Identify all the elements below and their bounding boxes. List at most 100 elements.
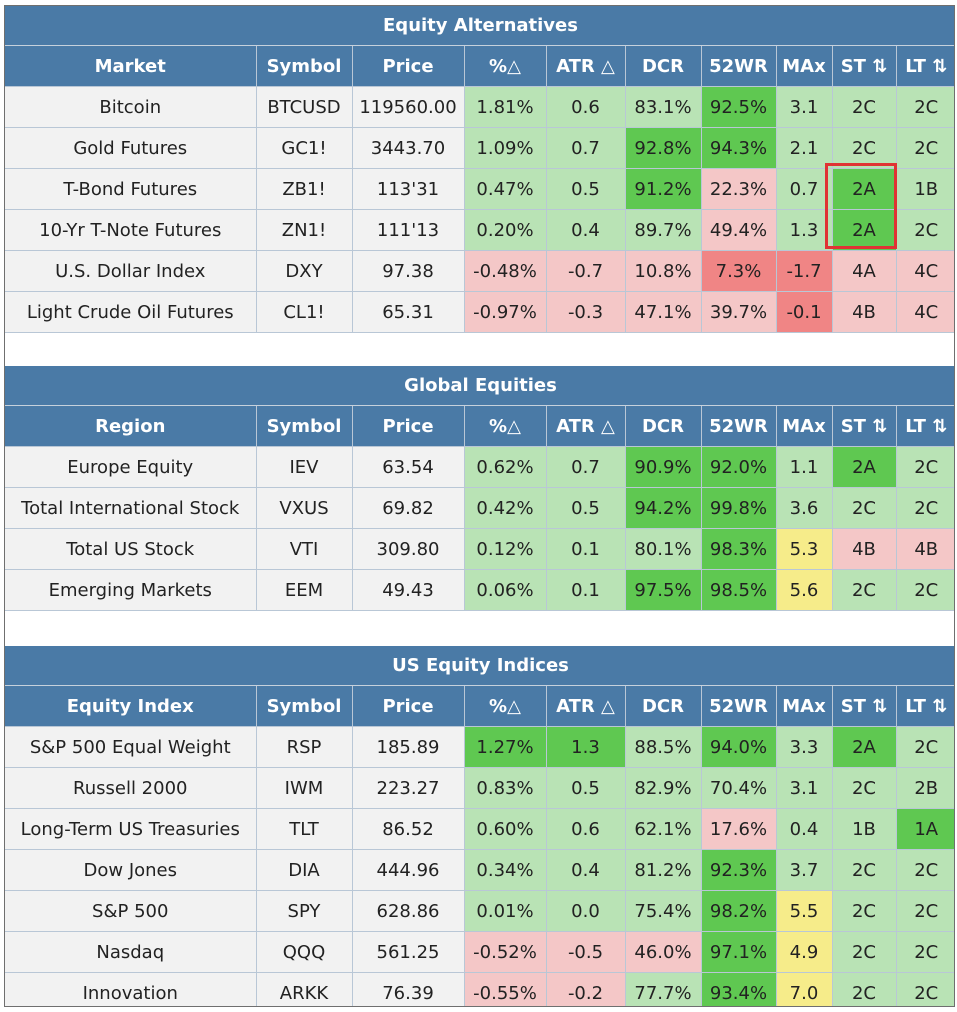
cell-52wr: 39.7% — [700, 291, 777, 333]
cell-max: 5.5 — [775, 890, 833, 932]
column-header-dcr[interactable]: DCR — [624, 46, 702, 87]
cell-price: 628.86 — [351, 890, 465, 932]
cell-lt-trend: 2C — [895, 487, 954, 529]
column-header-52wr[interactable]: 52WR — [700, 406, 777, 447]
table-row[interactable]: U.S. Dollar Index DXY 97.38 -0.48% -0.7 10.8%… — [5, 250, 954, 292]
section-equity-alternatives: Equity Alternatives Market Symbol Price %△ AT… — [5, 6, 954, 333]
cell-52wr: 94.3% — [700, 127, 777, 169]
cell-max: 4.9 — [775, 931, 833, 973]
column-header-pct-change[interactable]: %△ — [463, 406, 547, 447]
column-header-name[interactable]: Market — [5, 46, 257, 87]
column-header-symbol[interactable]: Symbol — [255, 46, 353, 87]
section-title: Global Equities — [5, 366, 954, 406]
cell-st-trend: 2A — [831, 726, 897, 768]
cell-symbol: DIA — [255, 849, 353, 891]
table-row[interactable]: Europe Equity IEV 63.54 0.62% 0.7 90.9% 92.0% 1… — [5, 446, 954, 488]
cell-dcr: 46.0% — [624, 931, 702, 973]
cell-symbol: VXUS — [255, 487, 353, 529]
table-row[interactable]: 10-Yr T-Note Futures ZN1! 111'13 0.20% 0.4 89… — [5, 209, 954, 251]
cell-lt-trend: 2C — [895, 726, 954, 768]
cell-atr-change: 0.5 — [545, 168, 626, 210]
column-header-st-trend[interactable]: ST ⇅ — [831, 686, 897, 727]
table-row[interactable]: Dow Jones DIA 444.96 0.34% 0.4 81.2% 92.3% 3.7 2… — [5, 849, 954, 891]
cell-52wr: 92.5% — [700, 86, 777, 128]
table-row[interactable]: Gold Futures GC1! 3443.70 1.09% 0.7 92.8% 94.3… — [5, 127, 954, 169]
column-header-symbol[interactable]: Symbol — [255, 686, 353, 727]
cell-price: 86.52 — [351, 808, 465, 850]
table-row[interactable]: Innovation ARKK 76.39 -0.55% -0.2 77.7% 93.4% 7… — [5, 972, 954, 1006]
cell-max: 3.3 — [775, 726, 833, 768]
cell-atr-change: 0.4 — [545, 849, 626, 891]
cell-max: 5.3 — [775, 528, 833, 570]
column-header-st-trend[interactable]: ST ⇅ — [831, 46, 897, 87]
cell-st-trend: 4A — [831, 250, 897, 292]
column-header-price[interactable]: Price — [351, 46, 465, 87]
table-row[interactable]: Bitcoin BTCUSD 119560.00 1.81% 0.6 83.1% 92.5%… — [5, 86, 954, 128]
cell-price: 63.54 — [351, 446, 465, 488]
cell-52wr: 7.3% — [700, 250, 777, 292]
column-header-lt-trend[interactable]: LT ⇅ — [895, 406, 954, 447]
column-header-52wr[interactable]: 52WR — [700, 46, 777, 87]
section-title: Equity Alternatives — [5, 6, 954, 46]
column-header-atr-change[interactable]: ATR △ — [545, 686, 626, 727]
column-header-name[interactable]: Equity Index — [5, 686, 257, 727]
cell-name: Europe Equity — [5, 446, 257, 488]
table-row[interactable]: T-Bond Futures ZB1! 113'31 0.47% 0.5 91.2% 22.… — [5, 168, 954, 210]
table-row[interactable]: Russell 2000 IWM 223.27 0.83% 0.5 82.9% 70.4% 3… — [5, 767, 954, 809]
table-row[interactable]: S&P 500 SPY 628.86 0.01% 0.0 75.4% 98.2% 5.5 2C 2… — [5, 890, 954, 932]
cell-st-trend: 2A — [831, 209, 897, 251]
column-header-name[interactable]: Region — [5, 406, 257, 447]
cell-atr-change: 1.3 — [545, 726, 626, 768]
cell-atr-change: 0.5 — [545, 487, 626, 529]
table-row[interactable]: Total International Stock VXUS 69.82 0.42% 0… — [5, 487, 954, 529]
cell-dcr: 90.9% — [624, 446, 702, 488]
column-header-max[interactable]: MAx — [775, 686, 833, 727]
cell-symbol: ZN1! — [255, 209, 353, 251]
cell-dcr: 10.8% — [624, 250, 702, 292]
cell-atr-change: 0.1 — [545, 528, 626, 570]
data-table: Market Symbol Price %△ ATR △ DCR 52WR MAx ST ⇅ LT… — [5, 46, 954, 333]
cell-max: 3.1 — [775, 86, 833, 128]
cell-price: 49.43 — [351, 569, 465, 611]
cell-name: Total International Stock — [5, 487, 257, 529]
column-header-dcr[interactable]: DCR — [624, 686, 702, 727]
cell-symbol: SPY — [255, 890, 353, 932]
column-header-pct-change[interactable]: %△ — [463, 46, 547, 87]
cell-st-trend: 2C — [831, 767, 897, 809]
cell-name: Long-Term US Treasuries — [5, 808, 257, 850]
cell-st-trend: 2A — [831, 446, 897, 488]
table-row[interactable]: S&P 500 Equal Weight RSP 185.89 1.27% 1.3 88.… — [5, 726, 954, 768]
column-header-atr-change[interactable]: ATR △ — [545, 406, 626, 447]
column-header-st-trend[interactable]: ST ⇅ — [831, 406, 897, 447]
cell-pct-change: 0.34% — [463, 849, 547, 891]
column-header-price[interactable]: Price — [351, 406, 465, 447]
cell-dcr: 94.2% — [624, 487, 702, 529]
column-header-symbol[interactable]: Symbol — [255, 406, 353, 447]
table-row[interactable]: Nasdaq QQQ 561.25 -0.52% -0.5 46.0% 97.1% 4.9 2C… — [5, 931, 954, 973]
cell-max: -1.7 — [775, 250, 833, 292]
cell-atr-change: 0.0 — [545, 890, 626, 932]
column-header-pct-change[interactable]: %△ — [463, 686, 547, 727]
column-header-price[interactable]: Price — [351, 686, 465, 727]
cell-pct-change: 1.27% — [463, 726, 547, 768]
cell-atr-change: 0.5 — [545, 767, 626, 809]
cell-dcr: 83.1% — [624, 86, 702, 128]
table-row[interactable]: Long-Term US Treasuries TLT 86.52 0.60% 0.6 6… — [5, 808, 954, 850]
table-row[interactable]: Emerging Markets EEM 49.43 0.06% 0.1 97.5% 98.… — [5, 569, 954, 611]
table-row[interactable]: Light Crude Oil Futures CL1! 65.31 -0.97% -0… — [5, 291, 954, 333]
cell-symbol: ZB1! — [255, 168, 353, 210]
column-header-atr-change[interactable]: ATR △ — [545, 46, 626, 87]
cell-name: 10-Yr T-Note Futures — [5, 209, 257, 251]
column-header-max[interactable]: MAx — [775, 46, 833, 87]
column-header-52wr[interactable]: 52WR — [700, 686, 777, 727]
table-row[interactable]: Total US Stock VTI 309.80 0.12% 0.1 80.1% 98.3… — [5, 528, 954, 570]
cell-pct-change: -0.55% — [463, 972, 547, 1006]
column-header-dcr[interactable]: DCR — [624, 406, 702, 447]
cell-symbol: IWM — [255, 767, 353, 809]
column-header-lt-trend[interactable]: LT ⇅ — [895, 686, 954, 727]
column-header-max[interactable]: MAx — [775, 406, 833, 447]
cell-symbol: IEV — [255, 446, 353, 488]
cell-dcr: 80.1% — [624, 528, 702, 570]
column-header-lt-trend[interactable]: LT ⇅ — [895, 46, 954, 87]
cell-52wr: 98.3% — [700, 528, 777, 570]
